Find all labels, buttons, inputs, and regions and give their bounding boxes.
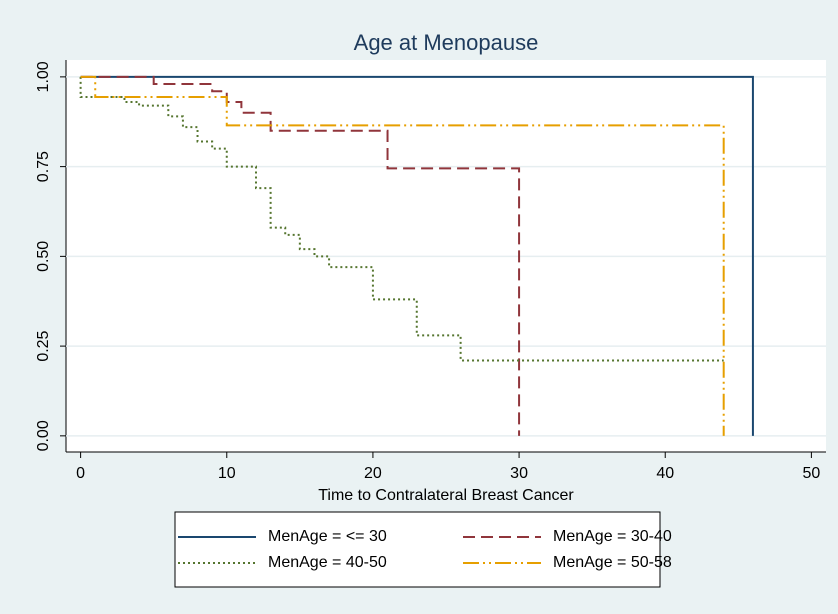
y-tick-label: 0.00 — [35, 420, 52, 451]
x-axis-title: Time to Contralateral Breast Cancer — [318, 487, 574, 504]
x-tick-label: 50 — [802, 465, 820, 482]
y-tick-label: 0.50 — [35, 241, 52, 272]
legend — [174, 511, 661, 588]
x-tick-label: 30 — [510, 465, 528, 482]
y-tick-label: 0.25 — [35, 330, 52, 361]
x-tick-label: 20 — [364, 465, 382, 482]
x-tick-label: 40 — [656, 465, 674, 482]
legend-label: MenAge = 50-58 — [553, 554, 672, 571]
y-tick-label: 0.75 — [35, 151, 52, 182]
survival-line — [80, 75, 725, 436]
y-tick-label: 1.00 — [35, 61, 52, 92]
survival-line — [80, 75, 521, 436]
legend-label: MenAge = 40-50 — [268, 554, 387, 571]
chart-title: Age at Menopause — [354, 30, 539, 55]
survival-line — [79, 76, 724, 362]
legend-label: MenAge = 30-40 — [553, 528, 672, 545]
x-tick-label: 10 — [218, 465, 236, 482]
legend-label: MenAge = <= 30 — [268, 528, 387, 545]
survival-line — [80, 75, 754, 436]
x-tick-label: 0 — [76, 465, 85, 482]
